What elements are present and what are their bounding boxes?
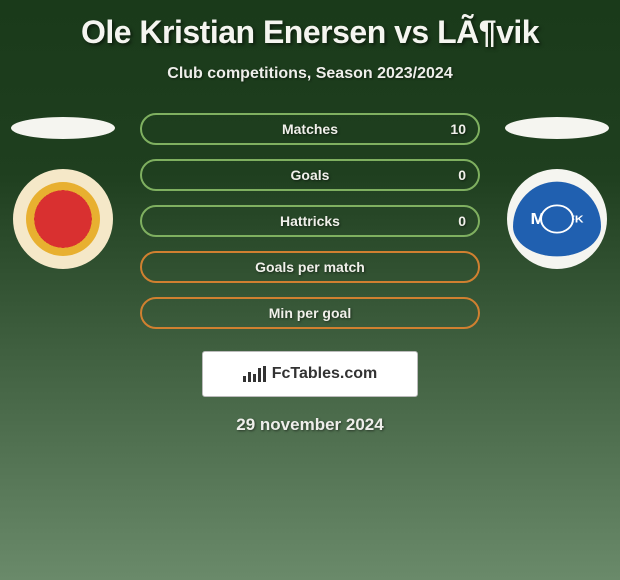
stat-row-gpm: Goals per match	[140, 251, 480, 283]
right-ellipse	[505, 117, 609, 139]
left-team-column	[8, 113, 118, 269]
page-title: Ole Kristian Enersen vs LÃ¶vik	[0, 0, 620, 51]
attribution-text: FcTables.com	[272, 365, 378, 383]
right-crest-circle	[540, 205, 574, 234]
stat-border	[140, 205, 480, 237]
stat-row-goals: Goals 0	[140, 159, 480, 191]
attribution-box: FcTables.com	[202, 351, 418, 397]
stat-value: 10	[450, 121, 466, 137]
left-crest-inner	[26, 182, 100, 256]
stat-border	[140, 159, 480, 191]
date-text: 29 november 2024	[0, 415, 620, 435]
stats-list: Matches 10 Goals 0 Hattricks 0 Goals per…	[140, 113, 480, 329]
stat-row-hattricks: Hattricks 0	[140, 205, 480, 237]
right-crest-inner: M FK	[513, 182, 601, 257]
stat-border	[140, 113, 480, 145]
subtitle: Club competitions, Season 2023/2024	[0, 65, 620, 83]
stat-value: 0	[458, 213, 466, 229]
stat-border	[140, 297, 480, 329]
right-team-crest: M FK	[507, 169, 607, 269]
stat-border	[140, 251, 480, 283]
stat-row-mpg: Min per goal	[140, 297, 480, 329]
stat-row-matches: Matches 10	[140, 113, 480, 145]
stat-value: 0	[458, 167, 466, 183]
chart-icon	[243, 366, 266, 382]
content: M FK Matches 10 Goals 0 Hattricks 0 Goal…	[0, 113, 620, 435]
left-team-crest	[13, 169, 113, 269]
left-ellipse	[11, 117, 115, 139]
right-team-column: M FK	[502, 113, 612, 269]
